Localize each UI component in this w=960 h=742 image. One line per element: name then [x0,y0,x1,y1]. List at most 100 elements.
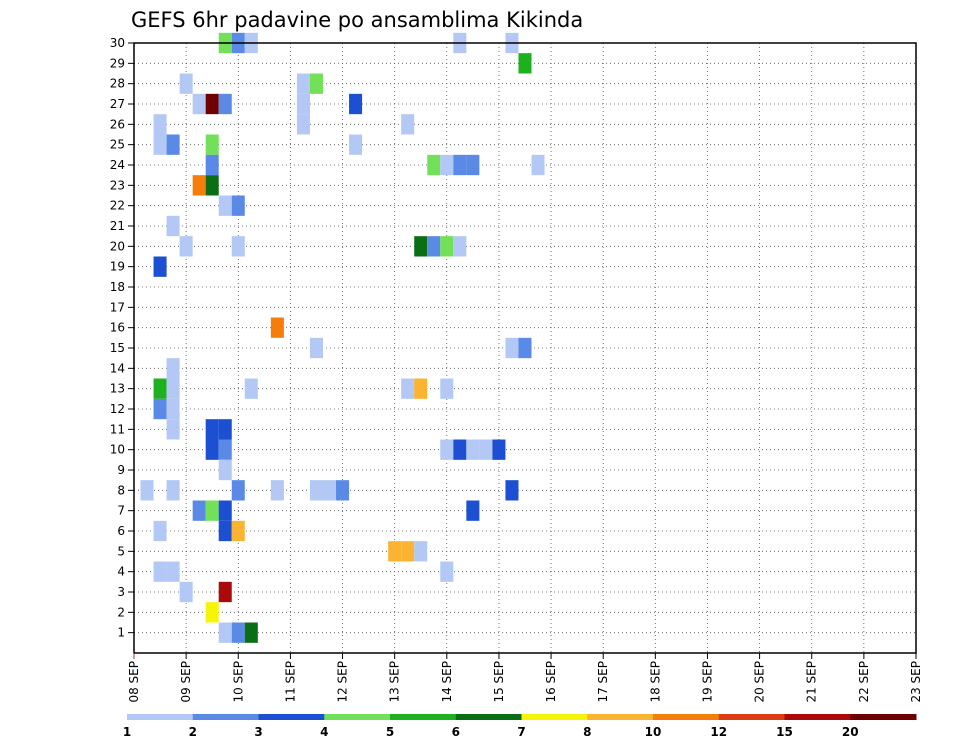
colorbar-tick-label: 7 [517,725,525,739]
y-tick-label: 1 [117,626,125,640]
precip-cell [218,622,232,643]
y-tick-label: 24 [110,158,125,172]
colorbar-tick-label: 6 [452,725,460,739]
y-tick-label: 7 [117,504,125,518]
precip-cell [479,439,493,460]
y-tick-label: 9 [117,463,125,477]
precip-cell [231,236,245,257]
precip-cell [140,480,154,501]
precip-cell [296,114,310,135]
x-tick-label: 08 SEP [127,661,141,703]
precip-cell [205,134,219,155]
y-tick-label: 26 [110,117,125,131]
precip-cell [518,53,532,74]
precip-cell [388,541,402,562]
y-tick-label: 3 [117,585,125,599]
y-tick-label: 16 [110,321,125,335]
precip-cell [414,541,428,562]
y-tick-label: 13 [110,382,125,396]
precip-cell [166,398,180,420]
precip-cell [270,480,284,501]
precip-cell [179,236,193,257]
colorbar: 1 2 3 4 5 6 7 8 10 12 15 20 [123,714,917,739]
precip-cell [440,154,454,176]
precip-cell [192,175,206,196]
precip-cell [336,480,350,501]
precip-cell [349,134,363,155]
x-tick-label: 14 SEP [440,661,454,703]
precip-cell [505,480,519,501]
x-axis-ticks: 08 SEP 09 SEP 10 SEP 11 SEP 12 SEP 13 SEP 14 S… [127,653,923,703]
x-tick-label: 18 SEP [648,661,662,703]
precip-cell [440,561,454,582]
precip-cell [166,419,180,440]
precip-cell [401,114,415,135]
precip-cell [231,195,245,216]
precip-cell [244,378,258,399]
y-tick-label: 19 [110,260,125,274]
precip-cell [205,93,219,115]
colorbar-tick-label: 10 [645,725,662,739]
y-tick-label: 14 [110,361,125,375]
x-tick-label: 09 SEP [179,661,193,703]
y-tick-label: 5 [117,544,125,558]
precip-cell [153,256,167,277]
y-tick-label: 18 [110,280,125,294]
precip-cell [427,154,441,176]
colorbar-segment [521,714,588,720]
precip-cell [153,561,167,582]
y-tick-label: 27 [110,97,125,111]
y-tick-label: 11 [110,422,125,436]
y-tick-label: 20 [110,239,125,253]
precip-cell [231,520,245,542]
precip-cell [153,520,167,542]
colorbar-tick-label: 12 [710,725,727,739]
colorbar-tick-label: 15 [776,725,793,739]
precip-cell [401,378,415,399]
precip-cell [166,215,180,237]
precip-cell [153,114,167,135]
precip-cell [466,439,480,460]
y-tick-label: 15 [110,341,125,355]
precip-cell [466,500,480,521]
x-tick-label: 22 SEP [857,661,871,703]
precip-cell [518,337,532,359]
chart-title: GEFS 6hr padavine po ansamblima Kikinda [131,8,583,32]
colorbar-segment [258,714,325,720]
x-tick-label: 20 SEP [753,661,767,703]
precip-cell [218,520,232,542]
precip-cell [153,398,167,420]
colorbar-segment [718,714,785,720]
precip-cell [205,154,219,176]
x-tick-label: 23 SEP [909,661,923,703]
y-tick-label: 12 [110,402,125,416]
precip-cell [218,500,232,521]
precip-cell [205,175,219,196]
precip-cell [166,358,180,379]
x-tick-label: 10 SEP [231,661,245,703]
x-tick-label: 13 SEP [388,661,402,703]
precip-cell [270,317,284,338]
precip-cell [296,73,310,94]
precip-cell [440,378,454,399]
x-tick-label: 21 SEP [805,661,819,703]
precip-cell [166,561,180,582]
precip-cell [414,236,428,257]
colorbar-segment [127,714,194,720]
colorbar-tick-label: 8 [583,725,591,739]
precip-cell [205,500,219,521]
colorbar-segment [653,714,720,720]
precip-cell [309,480,323,501]
colorbar-segment [324,714,391,720]
y-axis-ticks: 1234567891011121314151617181920212223242… [110,36,134,640]
precip-cell [349,93,363,115]
y-tick-label: 21 [110,219,125,233]
precip-cell [153,134,167,155]
precip-cell [153,378,167,399]
precip-cell [492,439,506,460]
precip-cell [440,439,454,460]
colorbar-tick-label: 1 [123,725,131,739]
precip-cell [309,337,323,359]
y-tick-label: 4 [117,565,125,579]
precip-cell [166,378,180,399]
